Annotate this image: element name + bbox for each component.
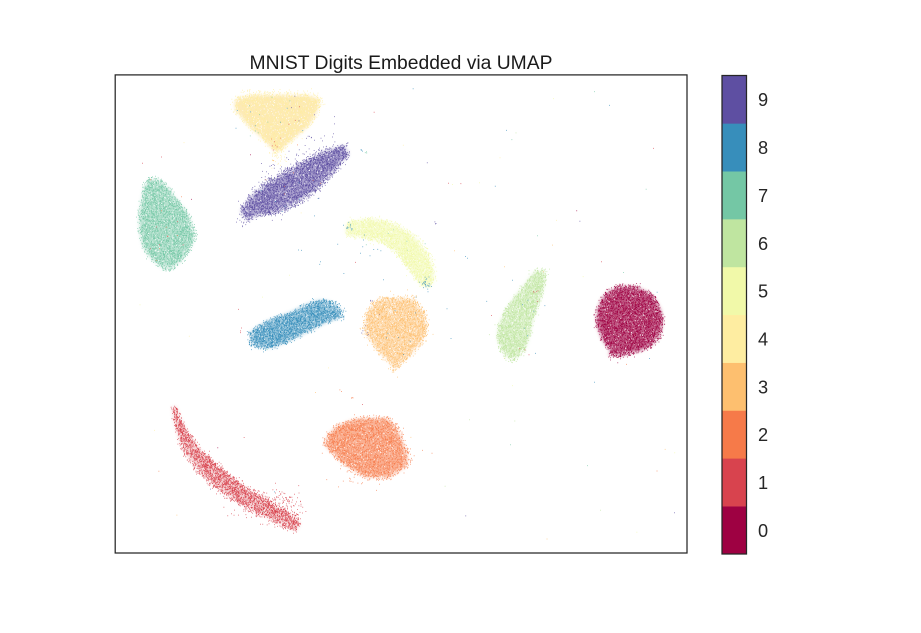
svg-text:MNIST Digits Embedded via UMAP: MNIST Digits Embedded via UMAP [250, 53, 553, 74]
svg-text:8: 8 [758, 138, 768, 158]
svg-text:9: 9 [758, 90, 768, 110]
svg-text:5: 5 [758, 282, 768, 302]
svg-text:3: 3 [758, 377, 768, 397]
svg-text:6: 6 [758, 234, 768, 254]
svg-text:0: 0 [758, 521, 768, 541]
svg-text:2: 2 [758, 425, 768, 445]
svg-text:4: 4 [758, 330, 768, 350]
svg-text:7: 7 [758, 186, 768, 206]
svg-text:1: 1 [758, 473, 768, 493]
